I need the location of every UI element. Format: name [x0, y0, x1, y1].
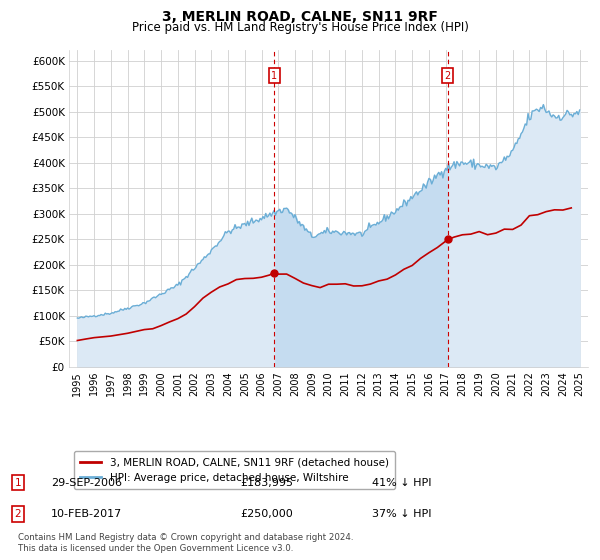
- Text: 2: 2: [445, 71, 451, 81]
- Text: Price paid vs. HM Land Registry's House Price Index (HPI): Price paid vs. HM Land Registry's House …: [131, 21, 469, 34]
- Text: 37% ↓ HPI: 37% ↓ HPI: [372, 509, 431, 519]
- Text: £250,000: £250,000: [240, 509, 293, 519]
- Text: £183,995: £183,995: [240, 478, 293, 488]
- Text: 2: 2: [14, 509, 22, 519]
- Text: Contains HM Land Registry data © Crown copyright and database right 2024.
This d: Contains HM Land Registry data © Crown c…: [18, 533, 353, 553]
- Legend: 3, MERLIN ROAD, CALNE, SN11 9RF (detached house), HPI: Average price, detached h: 3, MERLIN ROAD, CALNE, SN11 9RF (detache…: [74, 451, 395, 489]
- Text: 10-FEB-2017: 10-FEB-2017: [51, 509, 122, 519]
- Text: 3, MERLIN ROAD, CALNE, SN11 9RF: 3, MERLIN ROAD, CALNE, SN11 9RF: [162, 10, 438, 24]
- Text: 1: 1: [271, 71, 277, 81]
- Text: 29-SEP-2006: 29-SEP-2006: [51, 478, 122, 488]
- Text: 1: 1: [14, 478, 22, 488]
- Text: 41% ↓ HPI: 41% ↓ HPI: [372, 478, 431, 488]
